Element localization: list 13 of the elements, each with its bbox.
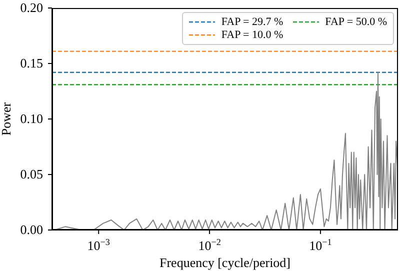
y-axis-title: Power [0,102,14,136]
legend-label: FAP = 29.7 % [221,16,284,28]
legend-label: FAP = 50.0 % [325,16,387,28]
legend-label: FAP = 10.0 % [221,29,284,41]
x-tick-label: 10$^{−3}$ [87,237,110,253]
y-tick-label: 0.15 [20,56,43,70]
y-tick-label: 0.05 [20,166,43,182]
y-tick-label: 0.00 [20,222,43,237]
x-axis-title: Frequency [cycle/period] [159,255,291,270]
x-tick-label: 10$^{−1}$ [309,237,332,253]
x-tick-label: 10$^{−2}$ [198,237,222,253]
y-tick-label: 0.10 [20,111,43,126]
y-tick-label: 0.20 [20,0,43,15]
